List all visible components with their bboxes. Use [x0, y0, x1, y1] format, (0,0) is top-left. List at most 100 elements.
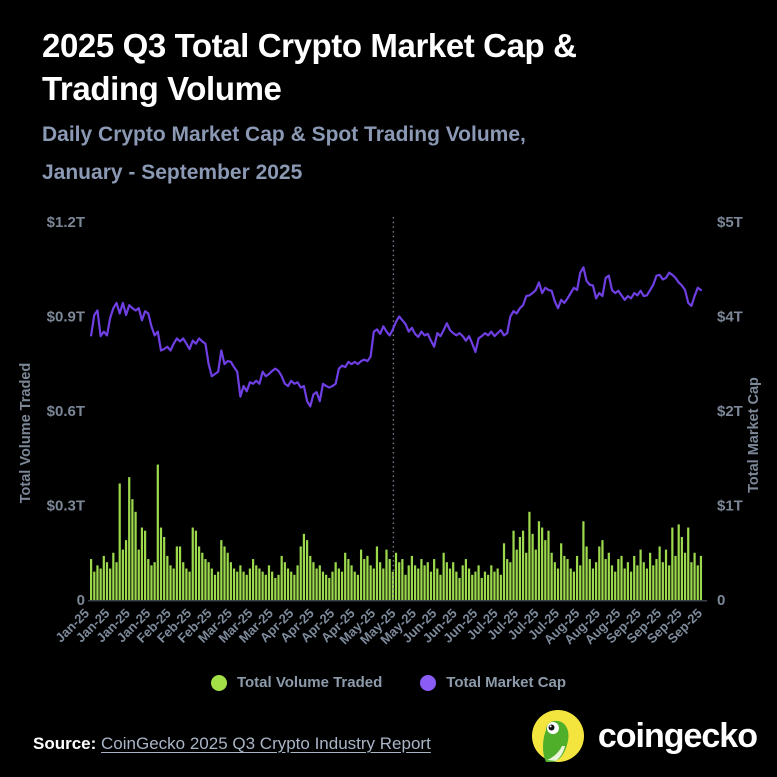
volume-bar [490, 565, 493, 600]
volume-bar [515, 549, 518, 600]
volume-bar [325, 574, 328, 600]
volume-bar [652, 565, 655, 600]
volume-bar [680, 537, 683, 600]
volume-bar [185, 568, 188, 600]
volume-bar [194, 530, 198, 600]
volume-bar [153, 562, 156, 600]
volume-bar [112, 552, 115, 600]
page-title: 2025 Q3 Total Crypto Market Cap & Tradin… [42, 24, 742, 110]
coingecko-brand: coingecko [531, 710, 758, 762]
volume-bar [661, 562, 664, 600]
volume-bar [642, 562, 645, 600]
volume-bar [385, 549, 388, 600]
volume-bar [236, 571, 239, 600]
volume-bar [331, 571, 334, 600]
volume-bar [232, 568, 236, 600]
dual-axis-chart: 0 0 $0.3T $1T $0.6T $2T $0.9T $4T $1.2T $5T Total … [18, 214, 762, 647]
volume-bar [566, 559, 569, 600]
title-line-1: 2025 Q3 Total Crypto Market Cap & [42, 27, 577, 64]
volume-bar [248, 568, 252, 600]
volume-bar [487, 574, 490, 600]
volume-bar [239, 565, 242, 600]
volume-bar [575, 555, 579, 600]
volume-bar [217, 571, 220, 600]
volume-bar [442, 552, 445, 600]
volume-bar [388, 559, 391, 600]
volume-bar [121, 549, 124, 600]
volume-bar [480, 577, 483, 600]
volume-bar [658, 546, 661, 600]
volume-bar [223, 546, 226, 600]
volume-bar [455, 571, 458, 600]
volume-bar [353, 571, 356, 600]
legend-item-market-cap: Total Market Cap [420, 674, 566, 691]
volume-bar [464, 559, 468, 600]
volume-bar [267, 565, 271, 600]
volume-bar [166, 555, 169, 600]
volume-bar [550, 552, 553, 600]
volume-bar [563, 555, 566, 600]
volume-bar [671, 527, 674, 600]
volume-bar [410, 555, 414, 600]
volume-bar [499, 574, 502, 600]
volume-bar [401, 559, 404, 600]
volume-bar [213, 574, 217, 600]
volume-bar [169, 565, 172, 600]
volume-bar [534, 549, 537, 600]
volume-bar [528, 511, 531, 600]
volume-bar [379, 562, 382, 600]
source-line: Source: CoinGecko 2025 Q3 Crypto Industr… [33, 734, 431, 754]
volume-bar [334, 562, 337, 600]
volume-bar [687, 527, 690, 600]
volume-bar [560, 543, 563, 600]
volume-bar [493, 571, 496, 600]
volume-bar [512, 530, 515, 600]
volume-bar [623, 568, 626, 600]
volume-bar [448, 568, 452, 600]
right-axis-tick: $5T [717, 214, 743, 231]
volume-bar [258, 568, 261, 600]
volume-bar [617, 559, 620, 600]
volume-bar [366, 555, 369, 600]
coingecko-gecko-icon [531, 710, 584, 762]
volume-bar [693, 552, 696, 600]
volume-bar [178, 546, 182, 600]
volume-bar [251, 559, 255, 600]
volume-bar [588, 559, 591, 600]
volume-bar [607, 552, 610, 600]
volume-bar [585, 546, 588, 600]
volume-bar [159, 527, 163, 600]
volume-bar [143, 530, 147, 600]
volume-bar [502, 543, 506, 600]
volume-bar [182, 562, 185, 600]
volume-bar [283, 562, 286, 600]
volume-bar [471, 574, 474, 600]
volume-bar [226, 552, 229, 600]
volume-bar [439, 574, 442, 600]
volume-bar [105, 562, 109, 600]
volume-bar [347, 559, 350, 600]
source-report-link[interactable]: CoinGecko 2025 Q3 Crypto Industry Report [101, 734, 431, 753]
right-axis-tick: 0 [717, 592, 725, 609]
volume-bar [375, 546, 379, 600]
volume-bar [398, 562, 401, 600]
volume-bar [626, 562, 629, 600]
volume-bar [614, 571, 617, 600]
volume-bar [134, 511, 137, 600]
volume-bar [350, 565, 353, 600]
volume-bar [245, 574, 248, 600]
volume-bar [315, 568, 318, 600]
volume-bar [467, 568, 471, 600]
volume-bar [109, 568, 112, 600]
volume-bar [312, 562, 315, 600]
volume-bar [598, 546, 601, 600]
volume-bar [359, 549, 363, 600]
volume-bar [696, 565, 699, 600]
chart-area: 0 0 $0.3T $1T $0.6T $2T $0.9T $4T $1.2T $5T Total … [0, 190, 777, 670]
volume-bar [340, 571, 344, 600]
right-axis-tick: $4T [717, 309, 743, 326]
volume-bar [156, 464, 159, 600]
volume-bar [391, 571, 394, 600]
volume-bar [620, 555, 623, 600]
